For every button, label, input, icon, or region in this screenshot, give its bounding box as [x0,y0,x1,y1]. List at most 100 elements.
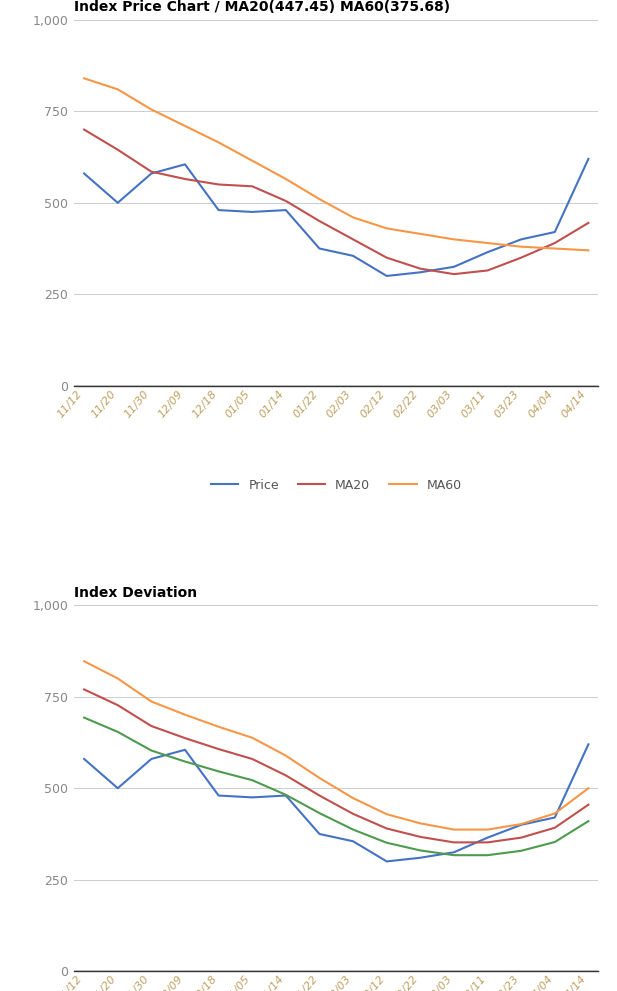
-10% [585,816,592,827]
+10% [518,819,525,830]
MA60 [416,228,424,240]
(MA30+MA72)/2 [551,822,558,833]
(MA30+MA72)/2 [450,836,458,848]
Price [114,197,122,209]
+10% [484,824,491,835]
(MA30+MA72)/2 [147,720,155,732]
MA20 [349,234,357,246]
+10% [450,824,458,835]
(MA30+MA72)/2 [249,753,256,765]
MA60 [518,241,525,253]
(MA30+MA72)/2 [80,684,88,696]
MA20 [416,263,424,275]
Line: Price: Price [84,744,589,861]
MA60 [484,237,491,249]
-10% [147,744,155,756]
MA60 [383,222,391,234]
Line: +10%: +10% [84,661,589,829]
+10% [316,772,323,784]
(MA30+MA72)/2 [484,836,491,848]
-10% [551,836,558,848]
Price [450,846,458,858]
-10% [450,849,458,861]
Text: Index Price Chart / MA20(447.45) MA60(375.68): Index Price Chart / MA20(447.45) MA60(37… [74,0,450,15]
Price [215,204,222,216]
+10% [249,731,256,743]
Price [215,790,222,802]
Price [249,792,256,804]
Price [349,250,357,262]
-10% [114,726,122,738]
Price [416,267,424,278]
MA60 [585,245,592,257]
-10% [181,755,189,767]
+10% [282,750,289,762]
MA20 [114,144,122,156]
Price [383,270,391,281]
+10% [383,809,391,821]
+10% [585,782,592,794]
Price [80,753,88,765]
(MA30+MA72)/2 [416,830,424,842]
Price [349,835,357,847]
-10% [215,765,222,777]
-10% [518,845,525,857]
(MA30+MA72)/2 [181,732,189,744]
-10% [282,789,289,801]
MA60 [80,72,88,84]
+10% [114,673,122,685]
+10% [551,808,558,820]
Price [316,243,323,255]
Price [249,206,256,218]
Price [181,159,189,170]
-10% [349,824,357,835]
MA60 [249,155,256,166]
Price [80,167,88,179]
Line: MA60: MA60 [84,78,589,251]
MA60 [147,103,155,115]
-10% [383,836,391,848]
(MA30+MA72)/2 [349,808,357,820]
+10% [147,696,155,708]
-10% [249,774,256,786]
Line: Price: Price [84,159,589,275]
Line: MA20: MA20 [84,130,589,275]
MA20 [282,195,289,207]
-10% [316,807,323,819]
Price [585,153,592,165]
MA60 [316,193,323,205]
MA20 [551,237,558,249]
MA20 [518,252,525,264]
MA60 [450,234,458,246]
Price [450,261,458,273]
Price [484,246,491,258]
Price [114,782,122,794]
MA20 [215,178,222,190]
Price [282,790,289,802]
MA60 [551,243,558,255]
MA60 [181,120,189,132]
Price [316,828,323,840]
MA20 [249,180,256,192]
MA20 [585,217,592,229]
+10% [416,818,424,829]
Price [551,812,558,824]
Text: Index Deviation: Index Deviation [74,586,197,600]
Price [181,744,189,756]
+10% [349,792,357,804]
-10% [416,844,424,856]
Price [484,831,491,843]
MA60 [349,211,357,223]
(MA30+MA72)/2 [215,743,222,755]
(MA30+MA72)/2 [518,831,525,843]
MA20 [484,265,491,276]
(MA30+MA72)/2 [114,700,122,712]
MA20 [147,165,155,177]
Price [416,852,424,864]
MA20 [383,252,391,264]
MA20 [181,173,189,185]
Line: (MA30+MA72)/2: (MA30+MA72)/2 [84,690,589,842]
(MA30+MA72)/2 [316,790,323,802]
MA60 [215,137,222,149]
MA20 [316,215,323,227]
